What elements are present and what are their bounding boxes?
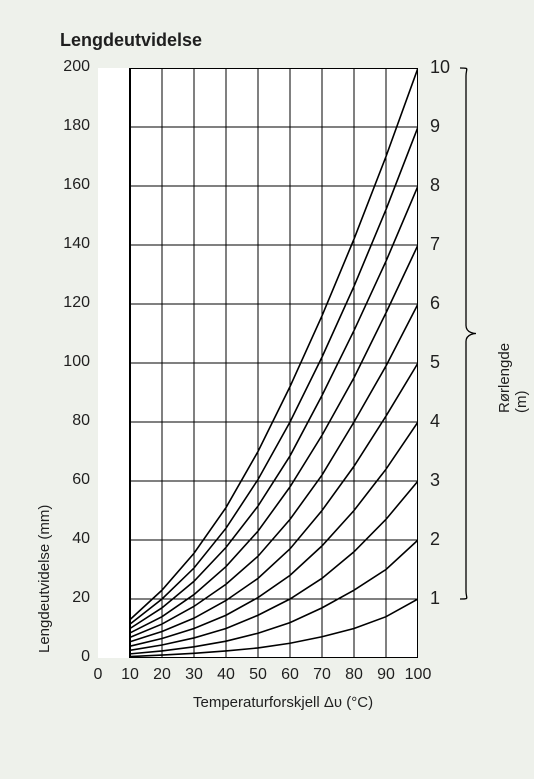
- x-tick: 50: [244, 666, 272, 684]
- chart-title: Lengdeutvidelse: [60, 30, 202, 51]
- right-tick: 2: [430, 529, 454, 550]
- x-tick: 90: [372, 666, 400, 684]
- x-tick: 30: [180, 666, 208, 684]
- right-tick: 6: [430, 293, 454, 314]
- x-tick: 100: [404, 666, 432, 684]
- x-tick: 70: [308, 666, 336, 684]
- right-tick: 5: [430, 352, 454, 373]
- y-axis-label: Lengdeutvidelse (mm): [36, 505, 53, 653]
- y-tick: 80: [50, 412, 90, 430]
- right-tick: 7: [430, 234, 454, 255]
- right-tick: 4: [430, 411, 454, 432]
- right-tick: 1: [430, 588, 454, 609]
- plot-area: [98, 68, 418, 658]
- right-tick: 10: [430, 57, 454, 78]
- x-tick: 80: [340, 666, 368, 684]
- x-tick: 0: [84, 666, 112, 684]
- plot-svg: [98, 68, 418, 658]
- x-axis-label: Temperaturforskjell Δυ (°C): [193, 694, 373, 711]
- y-tick: 200: [50, 58, 90, 76]
- right-axis-label: Rørlengde (m): [496, 343, 530, 413]
- y-tick: 20: [50, 589, 90, 607]
- y-tick: 160: [50, 176, 90, 194]
- x-tick: 60: [276, 666, 304, 684]
- y-tick: 40: [50, 530, 90, 548]
- x-tick: 20: [148, 666, 176, 684]
- right-tick: 9: [430, 116, 454, 137]
- y-tick: 60: [50, 471, 90, 489]
- x-tick: 10: [116, 666, 144, 684]
- right-tick: 3: [430, 470, 454, 491]
- y-tick: 100: [50, 353, 90, 371]
- right-tick: 8: [430, 175, 454, 196]
- x-tick: 40: [212, 666, 240, 684]
- y-tick: 180: [50, 117, 90, 135]
- y-tick: 0: [50, 648, 90, 666]
- y-tick: 120: [50, 294, 90, 312]
- y-tick: 140: [50, 235, 90, 253]
